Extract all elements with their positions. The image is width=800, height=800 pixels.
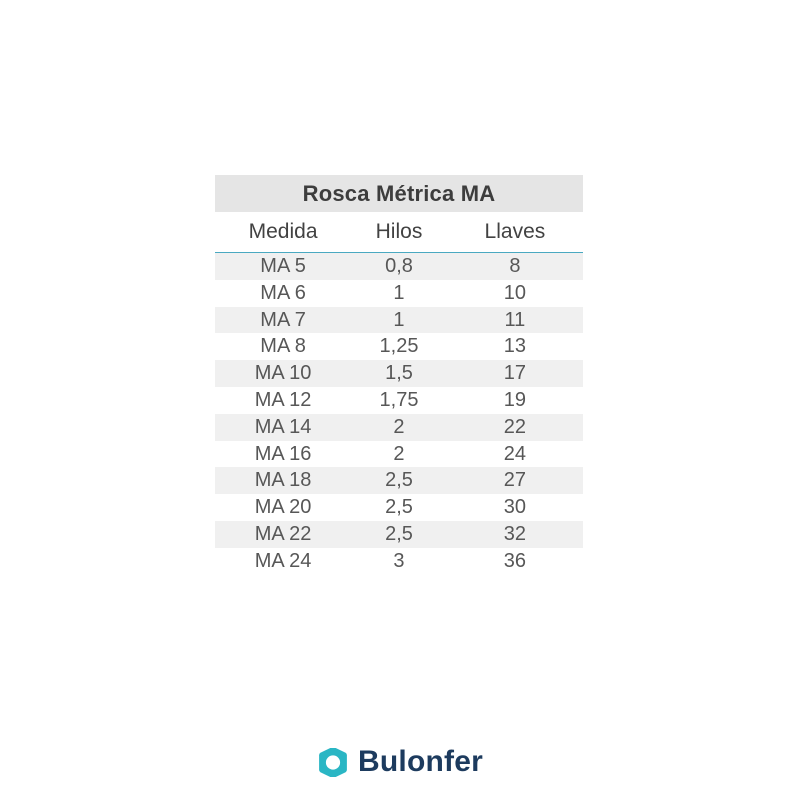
table-cell: 24 <box>503 442 527 465</box>
hex-nut-icon <box>319 747 347 777</box>
table-cell: 1,5 <box>385 362 413 385</box>
table-cell: MA 18 <box>254 469 312 492</box>
metric-thread-table: Rosca Métrica MA Medida Hilos Llaves MA … <box>215 175 583 575</box>
table-cell: 10 <box>503 281 527 304</box>
brand-name: Bulonfer <box>358 745 483 778</box>
column-header-medida: Medida <box>248 220 318 243</box>
table-cell: MA 16 <box>254 442 312 465</box>
column-header-hilos: Hilos <box>375 220 423 243</box>
logo: Bulonfer <box>0 746 800 778</box>
table-title: Rosca Métrica MA <box>215 175 583 212</box>
table-cell: 13 <box>503 335 527 358</box>
table-cell: 36 <box>503 549 527 572</box>
table-cell: 27 <box>503 469 527 492</box>
table-cell: MA 7 <box>260 308 306 331</box>
table-cell: 8 <box>509 255 521 277</box>
table-cell: 3 <box>393 549 405 572</box>
table-cell: 2,5 <box>385 522 413 545</box>
table-cell: MA 6 <box>260 281 306 304</box>
table-cell: 11 <box>504 308 526 331</box>
table-cell: 32 <box>503 522 527 545</box>
table-cell: 1 <box>393 308 405 331</box>
table-row: MA 5 0,8 8 <box>215 253 583 280</box>
table-cell: 2 <box>393 442 405 465</box>
table-cell: 1,25 <box>379 335 419 358</box>
table-cell: 2,5 <box>385 496 413 519</box>
table-cell: MA 12 <box>254 388 312 411</box>
table-row: MA 22 2,5 32 <box>215 520 583 548</box>
table-row: MA 18 2,5 27 <box>215 467 583 495</box>
table-row: MA 16 2 24 <box>215 441 583 468</box>
table-cell: 1 <box>393 281 405 304</box>
table-row: MA 6 1 10 <box>215 280 583 307</box>
table-cell: 0,8 <box>385 255 413 277</box>
table-cell: 22 <box>503 415 527 438</box>
table-cell: 19 <box>503 388 527 411</box>
table-row: MA 12 1,75 19 <box>215 387 583 414</box>
table-cell: MA 24 <box>254 549 312 572</box>
table-cell: MA 5 <box>260 255 306 277</box>
table-row: MA 14 2 22 <box>215 413 583 441</box>
table-row: MA 7 1 11 <box>215 306 583 334</box>
table-cell: 2,5 <box>385 469 413 492</box>
table-cell: 1,75 <box>379 388 419 411</box>
table-row: MA 24 3 36 <box>215 548 583 575</box>
table-cell: MA 10 <box>254 362 312 385</box>
table-cell: MA 14 <box>254 415 312 438</box>
table-cell: 17 <box>503 362 527 385</box>
table-row: MA 10 1,5 17 <box>215 360 583 387</box>
column-header-llaves: Llaves <box>484 220 546 243</box>
table-header-row: Medida Hilos Llaves <box>215 212 583 253</box>
table-cell: MA 22 <box>254 522 312 545</box>
table-row: MA 20 2,5 30 <box>215 494 583 521</box>
table-cell: 30 <box>503 496 527 519</box>
table-row: MA 8 1,25 13 <box>215 333 583 360</box>
table-cell: 2 <box>393 415 405 438</box>
table-cell: MA 20 <box>254 496 312 519</box>
table-body: MA 5 0,8 8 MA 6 1 10 MA 7 1 11 MA 8 1,25 13 MA 10 1,5… <box>215 253 583 575</box>
table-cell: MA 8 <box>260 335 306 358</box>
